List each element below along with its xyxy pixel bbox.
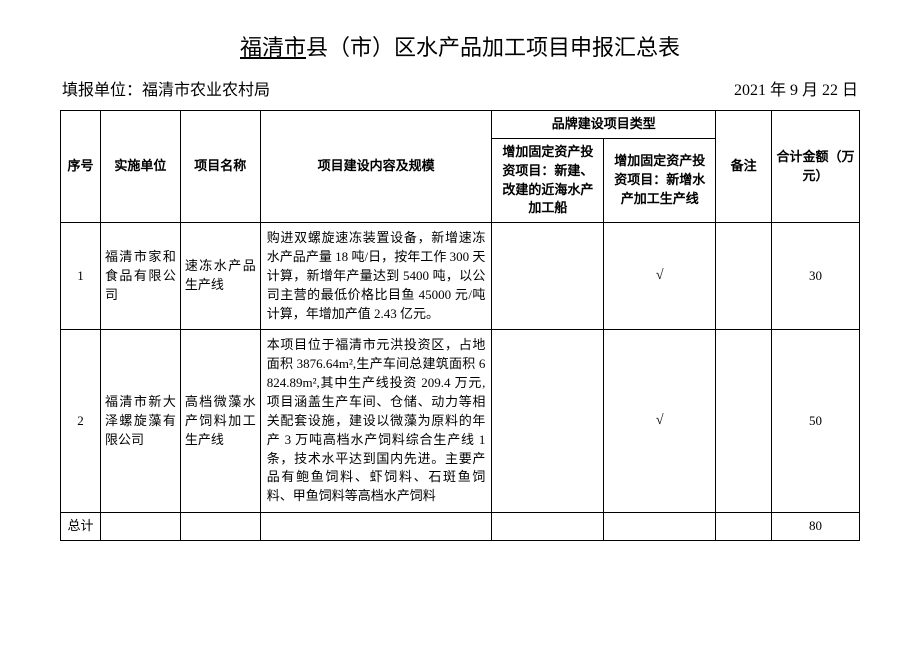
filler-value: 福清市农业农村局	[142, 82, 270, 99]
cell-desc: 购进双螺旋速冻装置设备，新增速冻水产品产量 18 吨/日，按年工作 300 天计…	[260, 223, 492, 330]
cell-seq: 2	[61, 330, 101, 513]
cell-type2: √	[604, 330, 716, 513]
header-row-1: 序号 实施单位 项目名称 项目建设内容及规模 品牌建设项目类型 备注 合计金额（…	[61, 111, 860, 139]
th-unit: 实施单位	[100, 111, 180, 223]
cell-unit: 福清市新大泽螺旋藻有限公司	[100, 330, 180, 513]
page-title: 福清市县（市）区水产品加工项目申报汇总表	[60, 30, 860, 62]
th-sum: 合计金额（万元）	[772, 111, 860, 223]
total-empty	[100, 513, 180, 541]
cell-seq: 1	[61, 223, 101, 330]
main-table: 序号 实施单位 项目名称 项目建设内容及规模 品牌建设项目类型 备注 合计金额（…	[60, 110, 860, 541]
cell-type1	[492, 223, 604, 330]
cell-note	[716, 223, 772, 330]
th-seq: 序号	[61, 111, 101, 223]
cell-type2: √	[604, 223, 716, 330]
th-name: 项目名称	[180, 111, 260, 223]
title-rest: 县（市）区水产品加工项目申报汇总表	[306, 35, 680, 60]
total-value: 80	[772, 513, 860, 541]
cell-sum: 30	[772, 223, 860, 330]
total-empty	[180, 513, 260, 541]
filler: 填报单位：福清市农业农村局	[62, 76, 270, 100]
total-label: 总计	[61, 513, 101, 541]
cell-name: 速冻水产品生产线	[180, 223, 260, 330]
cell-unit: 福清市家和食品有限公司	[100, 223, 180, 330]
th-note: 备注	[716, 111, 772, 223]
th-desc: 项目建设内容及规模	[260, 111, 492, 223]
date: 2021 年 9 月 22 日	[734, 76, 858, 100]
cell-type1	[492, 330, 604, 513]
total-row: 总计 80	[61, 513, 860, 541]
table-row: 1 福清市家和食品有限公司 速冻水产品生产线 购进双螺旋速冻装置设备，新增速冻水…	[61, 223, 860, 330]
th-type1: 增加固定资产投资项目：新建、改建的近海水产加工船	[492, 138, 604, 222]
th-type2: 增加固定资产投资项目：新增水产加工生产线	[604, 138, 716, 222]
title-underlined: 福清市	[240, 35, 306, 60]
table-row: 2 福清市新大泽螺旋藻有限公司 高档微藻水产饲料加工生产线 本项目位于福清市元洪…	[61, 330, 860, 513]
filler-label: 填报单位：	[62, 82, 142, 99]
total-empty	[492, 513, 604, 541]
cell-desc: 本项目位于福清市元洪投资区，占地面积 3876.64m²,生产车间总建筑面积 6…	[260, 330, 492, 513]
meta-row: 填报单位：福清市农业农村局 2021 年 9 月 22 日	[60, 76, 860, 100]
th-brand-type: 品牌建设项目类型	[492, 111, 716, 139]
cell-note	[716, 330, 772, 513]
total-empty	[716, 513, 772, 541]
cell-sum: 50	[772, 330, 860, 513]
cell-name: 高档微藻水产饲料加工生产线	[180, 330, 260, 513]
total-empty	[604, 513, 716, 541]
total-empty	[260, 513, 492, 541]
